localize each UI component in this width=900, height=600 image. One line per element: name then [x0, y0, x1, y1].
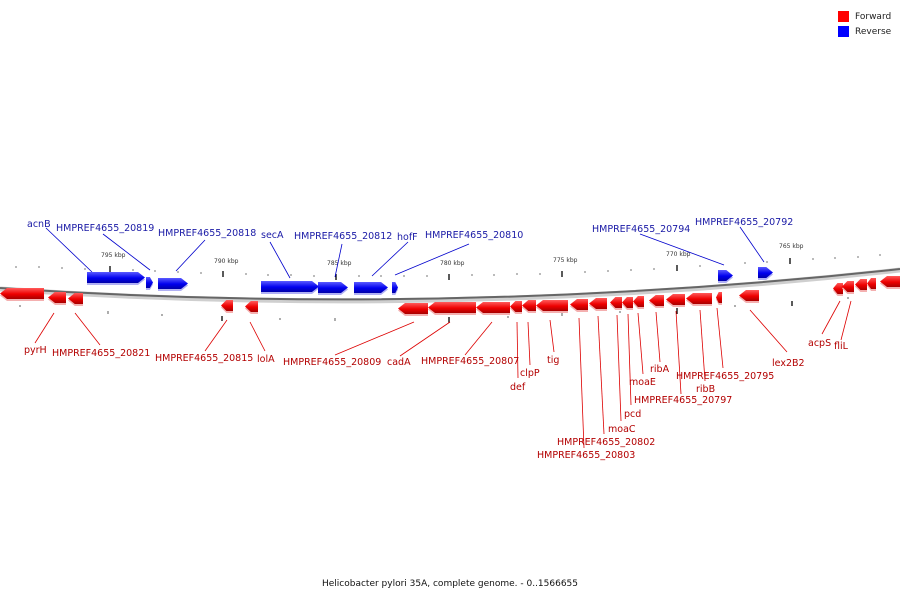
legend-forward: Forward: [838, 9, 891, 24]
gene-label-acpS[interactable]: acpS: [808, 338, 831, 349]
gene-arrow-HMPREF4655_20815[interactable]: [221, 300, 233, 311]
gene-arrow-HMPREF4655_20794[interactable]: [718, 270, 733, 281]
tick-label-765: 765 kbp: [779, 243, 804, 250]
gene-arrow-HMPREF4655_20802[interactable]: [589, 298, 607, 309]
gene-label-HMPREF4655_20818[interactable]: HMPREF4655_20818: [158, 228, 256, 239]
leader-lines-forward: [34, 300, 852, 449]
gene-arrow-pyrH[interactable]: [0, 288, 44, 299]
legend-reverse: Reverse: [838, 24, 891, 39]
gene-arrow-HMPREF4655_20797[interactable]: [666, 294, 685, 305]
legend-forward-label: Forward: [855, 11, 892, 22]
gene-label-HMPREF4655_20802[interactable]: HMPREF4655_20802: [557, 437, 655, 448]
gene-arrow-ribA[interactable]: [649, 295, 664, 306]
gene-arrow-right-2[interactable]: [880, 276, 900, 287]
gene-label-HMPREF4655_20821[interactable]: HMPREF4655_20821: [52, 348, 150, 359]
gene-arrow-moaE[interactable]: [633, 296, 644, 307]
gene-arrow-lex2B2[interactable]: [739, 290, 759, 301]
gene-arrow-acnB[interactable]: [87, 272, 145, 283]
gene-arrow-hofF[interactable]: [354, 282, 388, 293]
gene-label-secA[interactable]: secA: [261, 230, 284, 241]
gene-label-acnB[interactable]: acnB: [27, 219, 51, 230]
gene-arrow-HMPREF4655_20795[interactable]: [716, 292, 722, 303]
gene-arrow-lolA[interactable]: [245, 301, 258, 312]
gene-label-lolA[interactable]: lolA: [257, 354, 275, 365]
tick-label-770: 770 kbp: [666, 251, 691, 258]
gene-label-clpP[interactable]: clpP: [520, 368, 540, 379]
lower-ticks: [19, 297, 849, 323]
gene-label-HMPREF4655_20795[interactable]: HMPREF4655_20795: [676, 371, 774, 382]
gene-arrow-fliL-b[interactable]: [855, 279, 867, 290]
gene-label-fliL[interactable]: fliL: [834, 341, 849, 352]
gene-label-HMPREF4655_20812[interactable]: HMPREF4655_20812: [294, 231, 392, 242]
gene-label-HMPREF4655_20815[interactable]: HMPREF4655_20815: [155, 353, 253, 364]
gene-label-HMPREF4655_20792[interactable]: HMPREF4655_20792: [695, 217, 793, 228]
gene-arrow-tig[interactable]: [536, 300, 568, 311]
gene-arrow-HMPREF4655_20807[interactable]: [476, 302, 510, 313]
legend-forward-swatch: [838, 11, 849, 22]
gene-label-HMPREF4655_20807[interactable]: HMPREF4655_20807: [421, 356, 519, 367]
legend: Forward Reverse: [838, 9, 891, 39]
gene-label-HMPREF4655_20810[interactable]: HMPREF4655_20810: [425, 230, 523, 241]
gene-arrow-acpS[interactable]: [833, 283, 843, 294]
gene-label-cadA[interactable]: cadA: [387, 357, 411, 368]
leader-lines-reverse: [45, 226, 765, 279]
gene-arrow-HMPREF4655_20819[interactable]: [146, 277, 153, 288]
gene-arrow-HMPREF4655_20803[interactable]: [570, 299, 588, 310]
gene-arrow-HMPREF4655_20810[interactable]: [392, 282, 398, 293]
tick-label-780: 780 kbp: [440, 260, 465, 267]
gene-arrow-HMPREF4655_20812[interactable]: [318, 282, 348, 293]
gene-arrow-HMPREF4655_20821[interactable]: [48, 292, 66, 303]
gene-label-moaC[interactable]: moaC: [608, 424, 636, 435]
legend-reverse-swatch: [838, 26, 849, 37]
gene-arrow-right-1[interactable]: [867, 278, 876, 289]
minor-ticks: [15, 254, 881, 277]
genome-backbone: [0, 268, 900, 301]
gene-arrow-cadA[interactable]: [428, 302, 476, 313]
gene-arrow-HMPREF4655_20821b[interactable]: [68, 293, 83, 304]
gene-arrow-fliL[interactable]: [842, 281, 854, 292]
gene-label-ribA[interactable]: ribA: [650, 364, 670, 375]
major-ticks: [109, 258, 791, 280]
gene-label-HMPREF4655_20809[interactable]: HMPREF4655_20809: [283, 357, 381, 368]
forward-gene-track: [0, 276, 900, 316]
gene-arrow-HMPREF4655_20792[interactable]: [758, 267, 773, 278]
gene-arrow-secA[interactable]: [261, 281, 319, 292]
legend-reverse-label: Reverse: [855, 26, 892, 37]
gene-label-ribB[interactable]: ribB: [696, 384, 715, 395]
gene-arrow-ribB[interactable]: [686, 293, 712, 304]
gene-label-HMPREF4655_20819[interactable]: HMPREF4655_20819: [56, 223, 154, 234]
gene-arrow-moaC[interactable]: [610, 297, 622, 308]
gene-arrow-clpP[interactable]: [522, 300, 536, 311]
genome-backbone-shadow: [0, 267, 900, 304]
tick-label-785: 785 kbp: [327, 260, 352, 267]
gene-label-tig[interactable]: tig: [547, 355, 559, 366]
tick-label-790: 790 kbp: [214, 258, 239, 265]
gene-label-lex2B2[interactable]: lex2B2: [772, 358, 805, 369]
gene-label-hofF[interactable]: hofF: [397, 232, 418, 243]
gene-arrow-HMPREF4655_20818[interactable]: [158, 278, 188, 289]
gene-label-moaE[interactable]: moaE: [629, 377, 656, 388]
gene-label-HMPREF4655_20794[interactable]: HMPREF4655_20794: [592, 224, 690, 235]
gene-label-pyrH[interactable]: pyrH: [24, 345, 47, 356]
gene-label-HMPREF4655_20797[interactable]: HMPREF4655_20797: [634, 395, 732, 406]
tick-label-775: 775 kbp: [553, 257, 578, 264]
gene-label-pcd[interactable]: pcd: [624, 409, 641, 420]
gene-label-HMPREF4655_20803[interactable]: HMPREF4655_20803: [537, 450, 635, 461]
gene-label-def[interactable]: def: [510, 382, 526, 393]
gene-arrow-pcd[interactable]: [622, 297, 633, 308]
tick-label-795: 795 kbp: [101, 252, 126, 259]
gene-arrow-def[interactable]: [510, 301, 522, 312]
gene-arrow-HMPREF4655_20809[interactable]: [398, 303, 428, 314]
genome-caption: Helicobacter pylori 35A, complete genome…: [321, 579, 579, 589]
reverse-gene-track: [87, 267, 773, 295]
